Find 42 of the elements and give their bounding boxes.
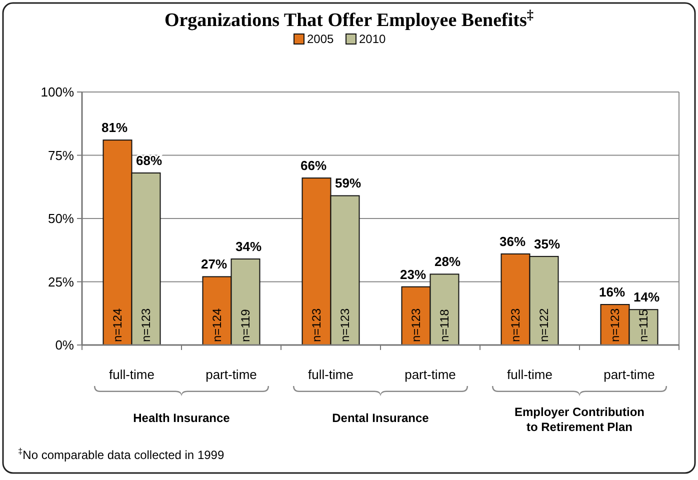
annotation: n=123 [409,308,423,342]
data-label: 81% [101,120,128,136]
data-label: 28% [434,254,461,270]
annotation: n=115 [636,308,650,342]
annotation: n=124 [210,308,224,342]
y-tick-label: 50% [48,211,74,226]
annotation: n=122 [537,308,551,342]
text: Health Insurance [133,411,230,425]
data-label: 34% [235,238,262,254]
data-label: 14% [633,290,660,305]
text: Dental Insurance [332,411,430,425]
annotation: n=123 [608,308,622,342]
annotation: n=123 [310,308,324,342]
data-label: 35% [534,236,560,252]
x-tick-label: part-time [604,367,655,382]
annotation: n=119 [238,308,252,342]
data-label: 36% [499,234,526,249]
annotation: n=118 [438,308,452,342]
y-tick-label: 0% [55,338,74,353]
data-label: 23% [400,266,426,282]
legend-label: 2005 [307,32,334,46]
data-label: 27% [200,256,228,272]
y-tick-label: 75% [48,148,74,163]
data-label: 59% [334,176,362,191]
text: $^{‡}$No comparable data collected in 1999 [18,446,224,462]
data-label: 68% [136,152,162,168]
legend-label: 2010 [359,32,386,46]
x-tick-label: full-time [308,367,354,382]
text: Employer Contribution to Retirement Plan [514,405,644,434]
x-tick-label: part-time [206,367,257,382]
chart-title: Organizations That Offer Employee Benefits$^{‡}$ [164,6,534,31]
x-tick-label: full-time [108,367,155,382]
y-tick-label: 25% [48,274,74,290]
annotation: n=123 [338,308,352,342]
annotation: n=124 [110,308,124,342]
data-label: 66% [300,158,327,174]
annotation: n=123 [508,308,522,342]
x-tick-label: full-time [506,367,553,382]
x-tick-label: part-time [404,367,456,382]
y-tick-label: 100% [40,84,74,100]
data-label: 16% [598,284,626,300]
annotation: n=123 [139,308,153,342]
